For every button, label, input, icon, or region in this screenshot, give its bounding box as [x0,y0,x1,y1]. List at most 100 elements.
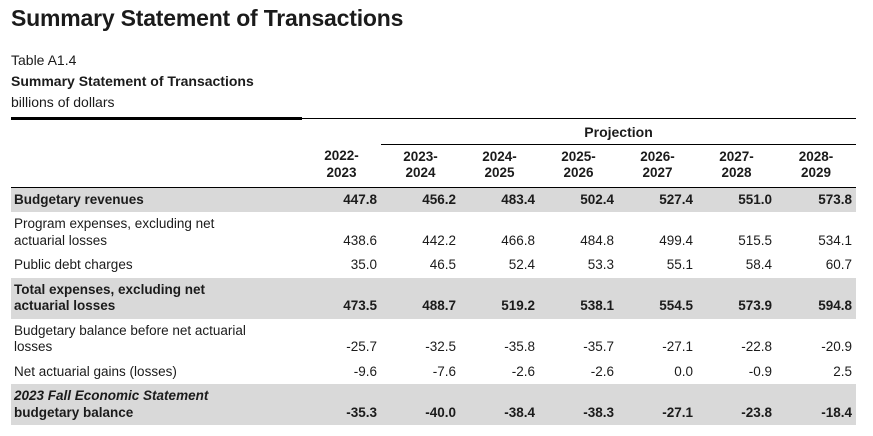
year-column-header: 2023- 2024 [381,144,460,188]
cell-value: 502.4 [580,191,614,207]
year-column-header: 2028- 2029 [776,144,857,188]
cell-value: -20.9 [821,339,853,354]
cell-value: 473.5 [343,298,377,313]
year-line: 2024 [405,165,436,180]
year-line: 2022- [324,148,359,164]
year-column-header: 2024- 2025 [460,144,539,188]
table-row: Total expenses, excluding net actuarial l… [11,277,857,319]
cell-value: 0.0 [674,363,693,379]
cell-value: -7.6 [432,363,456,379]
year-column-header: 2026- 2027 [618,144,697,188]
row-label-line: 2023 Fall Economic Statement [14,388,209,403]
row-label-line: Total expenses, excluding net [14,281,206,297]
cell-value: -2.6 [590,363,614,379]
cell-value: 483.4 [501,191,535,207]
row-label-line: Public debt charges [14,257,133,272]
year-line: 2023 [326,164,357,180]
cell-value: 519.2 [501,298,535,313]
cell-value: 488.7 [422,298,456,313]
row-label-line: Net actuarial gains (losses) [14,363,177,379]
cell-value: 456.2 [422,191,456,207]
cell-value: -27.1 [662,404,693,420]
cell-value: 58.4 [745,257,772,272]
row-label-line: Budgetary balance before net actuarial [14,322,246,338]
year-line: 2028 [721,165,752,180]
cell-value: -38.3 [583,404,614,420]
row-label-line: losses [14,339,53,354]
row-label: Program expenses, excluding net actuarial… [11,212,302,253]
header-label-cell [11,144,302,188]
cell-value: 52.4 [508,257,535,272]
row-label: Total expenses, excluding net actuarial l… [11,278,302,319]
cell-value: 594.8 [818,298,853,313]
cell-value: -0.9 [748,363,772,379]
cell-value: 53.3 [587,257,614,272]
projection-group-header: Projection [381,118,857,145]
cell-value: -38.4 [504,404,535,420]
cell-value: 515.5 [738,232,772,248]
row-label-line: Program expenses, excluding net [14,216,215,231]
cell-value: -32.5 [425,339,456,354]
page-title: Summary Statement of Transactions [11,5,404,31]
header-spacer-cell [302,118,381,144]
cell-value: -2.6 [511,363,535,379]
year-line: 2027 [642,165,673,180]
year-column-header: 2025- 2026 [539,144,618,188]
table-row: Budgetary revenues 447.8 456.2 483.4 502.4 52… [11,187,857,212]
year-line: 2026- [640,148,675,164]
cell-value: 527.4 [659,191,693,207]
row-label-line: actuarial losses [14,298,116,313]
row-label: Budgetary balance before net actuarial lo… [11,319,302,360]
cell-value: 55.1 [666,257,693,272]
cell-value: -35.7 [583,339,614,354]
year-line: 2028- [798,148,834,164]
cell-value: 2.5 [833,363,853,379]
table-row: Public debt charges 35.0 46.5 52.4 53.3 55.1 5… [11,253,856,278]
year-line: 2025 [484,165,515,180]
cell-value: 484.8 [580,232,614,248]
cell-value: 499.4 [659,232,693,248]
cell-value: 46.5 [429,257,456,272]
year-line: 2026 [563,165,594,180]
cell-value: -23.8 [741,404,772,420]
table-body: Budgetary revenues 447.8 456.2 483.4 502.4 52… [11,187,857,425]
cell-value: -35.3 [346,404,377,420]
cell-value: 466.8 [501,232,535,248]
row-label-line: budgetary balance [14,404,134,420]
cell-value: 35.0 [350,257,377,272]
table-units: billions of dollars [11,94,115,110]
group-header-row: Projection [11,117,857,145]
row-label: Public debt charges [11,253,302,278]
table-caption: Table A1.4 Summary Statement of Transact… [11,50,254,113]
year-column-header: 2022- 2023 [302,144,381,188]
table-number: Table A1.4 [11,52,77,68]
year-header-row: 2022- 2023 2023- 2024 2024- 2025 2025- 2026 … [11,144,857,188]
row-label-line: actuarial losses [14,232,108,248]
cell-value: 573.9 [738,298,772,313]
cell-value: 438.6 [343,232,377,248]
cell-value: -9.6 [353,363,377,379]
cell-value: 442.2 [422,232,456,248]
header-corner-cell [11,117,302,144]
year-line: 2027- [719,148,754,164]
year-line: 2025- [561,148,596,164]
cell-value: -35.8 [504,339,535,354]
year-line: 2023- [403,148,438,164]
cell-value: 534.1 [818,232,853,248]
table-subtitle: Summary Statement of Transactions [11,73,254,89]
cell-value: -27.1 [662,339,693,354]
table-row: Budgetary balance before net actuarial lo… [11,319,856,360]
cell-value: -25.7 [346,339,377,354]
row-label-line: Budgetary revenues [14,191,144,207]
cell-value: 573.8 [818,191,853,207]
year-line: 2029 [801,165,832,180]
cell-value: -40.0 [425,404,456,420]
cell-value: 60.7 [825,257,853,272]
year-column-header: 2027- 2028 [697,144,776,188]
cell-value: 538.1 [580,298,614,313]
year-line: 2024- [482,148,517,164]
table-row: Program expenses, excluding net actuarial… [11,212,856,253]
cell-value: -22.8 [741,339,772,354]
row-label: Budgetary revenues [11,187,302,212]
cell-value: 551.0 [738,191,772,207]
